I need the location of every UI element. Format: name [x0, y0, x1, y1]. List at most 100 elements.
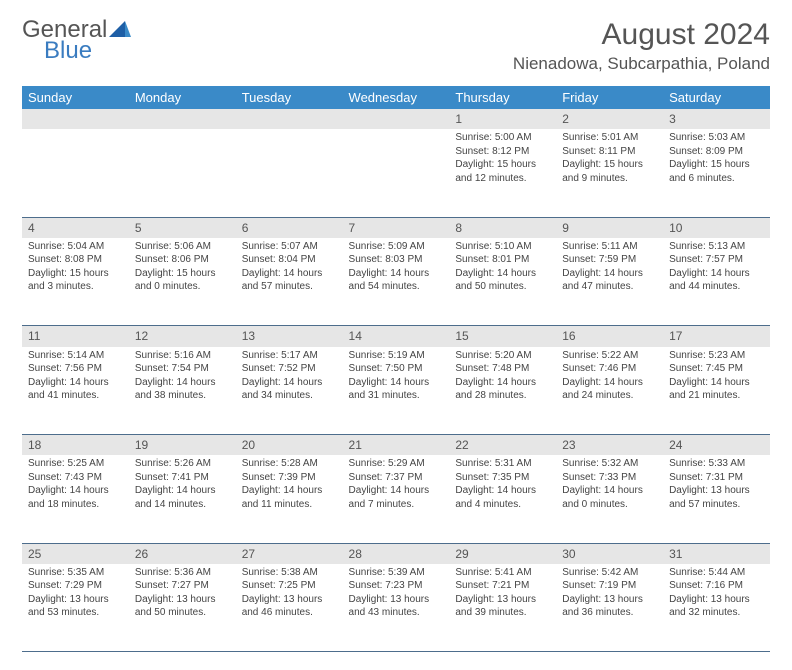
day-cell-body: Sunrise: 5:31 AMSunset: 7:35 PMDaylight:…: [449, 455, 556, 517]
sunset-text: Sunset: 7:54 PM: [135, 362, 230, 376]
day1-text: Daylight: 13 hours: [135, 593, 230, 607]
sunrise-text: Sunrise: 5:25 AM: [28, 457, 123, 471]
week-row: Sunrise: 5:25 AMSunset: 7:43 PM Daylight:…: [22, 455, 770, 543]
sunrise-text: Sunrise: 5:03 AM: [669, 131, 764, 145]
day-number: 23: [556, 435, 663, 456]
day-cell: Sunrise: 5:39 AMSunset: 7:23 PMDaylight:…: [343, 564, 450, 652]
day-cell: Sunrise: 5:14 AMSunset: 7:56 PMDaylight:…: [22, 347, 129, 435]
day-cell: Sunrise: 5:20 AMSunset: 7:48 PMDaylight:…: [449, 347, 556, 435]
day1-text: Daylight: 14 hours: [135, 484, 230, 498]
day-cell-body: Sunrise: 5:04 AMSunset: 8:08 PMDaylight:…: [22, 238, 129, 300]
day2-text: and 7 minutes.: [349, 498, 444, 512]
day1-text: Daylight: 14 hours: [562, 376, 657, 390]
sunset-text: Sunset: 8:09 PM: [669, 145, 764, 159]
day2-text: and 32 minutes.: [669, 606, 764, 620]
day-cell: Sunrise: 5:23 AMSunset: 7:45 PMDaylight:…: [663, 347, 770, 435]
day2-text: and 34 minutes.: [242, 389, 337, 403]
day2-text: and 18 minutes.: [28, 498, 123, 512]
day-cell: Sunrise: 5:11 AMSunset: 7:59 PMDaylight:…: [556, 238, 663, 326]
sunset-text: Sunset: 7:45 PM: [669, 362, 764, 376]
sunrise-text: Sunrise: 5:28 AM: [242, 457, 337, 471]
day-cell-body: Sunrise: 5:16 AMSunset: 7:54 PMDaylight:…: [129, 347, 236, 409]
location-label: Nienadowa, Subcarpathia, Poland: [513, 54, 770, 74]
weekday-header: Saturday: [663, 86, 770, 109]
day-cell-body: Sunrise: 5:00 AMSunset: 8:12 PMDaylight:…: [449, 129, 556, 191]
day2-text: and 9 minutes.: [562, 172, 657, 186]
day-cell-body: Sunrise: 5:14 AMSunset: 7:56 PMDaylight:…: [22, 347, 129, 409]
sunset-text: Sunset: 7:57 PM: [669, 253, 764, 267]
day-number: [236, 109, 343, 129]
daynum-row: 45678910: [22, 217, 770, 238]
day-number: 16: [556, 326, 663, 347]
day-number: 28: [343, 543, 450, 564]
day2-text: and 57 minutes.: [242, 280, 337, 294]
day2-text: and 38 minutes.: [135, 389, 230, 403]
day-number: 6: [236, 217, 343, 238]
day-cell-body: Sunrise: 5:19 AMSunset: 7:50 PMDaylight:…: [343, 347, 450, 409]
day-number: 14: [343, 326, 450, 347]
day2-text: and 46 minutes.: [242, 606, 337, 620]
day-cell-body: Sunrise: 5:03 AMSunset: 8:09 PMDaylight:…: [663, 129, 770, 191]
sunrise-text: Sunrise: 5:42 AM: [562, 566, 657, 580]
day-number: 15: [449, 326, 556, 347]
day-cell: Sunrise: 5:31 AMSunset: 7:35 PMDaylight:…: [449, 455, 556, 543]
week-row: Sunrise: 5:14 AMSunset: 7:56 PMDaylight:…: [22, 347, 770, 435]
sunset-text: Sunset: 8:11 PM: [562, 145, 657, 159]
day1-text: Daylight: 13 hours: [455, 593, 550, 607]
day2-text: and 39 minutes.: [455, 606, 550, 620]
sunrise-text: Sunrise: 5:35 AM: [28, 566, 123, 580]
day1-text: Daylight: 14 hours: [455, 376, 550, 390]
day-cell-body: Sunrise: 5:23 AMSunset: 7:45 PMDaylight:…: [663, 347, 770, 409]
day-cell: Sunrise: 5:32 AMSunset: 7:33 PMDaylight:…: [556, 455, 663, 543]
sunrise-text: Sunrise: 5:32 AM: [562, 457, 657, 471]
day2-text: and 28 minutes.: [455, 389, 550, 403]
day2-text: and 6 minutes.: [669, 172, 764, 186]
day-number: 20: [236, 435, 343, 456]
day-number: 25: [22, 543, 129, 564]
sunset-text: Sunset: 7:25 PM: [242, 579, 337, 593]
sunrise-text: Sunrise: 5:10 AM: [455, 240, 550, 254]
day1-text: Daylight: 15 hours: [562, 158, 657, 172]
day1-text: Daylight: 15 hours: [135, 267, 230, 281]
day2-text: and 14 minutes.: [135, 498, 230, 512]
day1-text: Daylight: 14 hours: [349, 267, 444, 281]
day-number: 1: [449, 109, 556, 129]
day-number: [22, 109, 129, 129]
daynum-row: 25262728293031: [22, 543, 770, 564]
sunset-text: Sunset: 7:19 PM: [562, 579, 657, 593]
sunset-text: Sunset: 7:48 PM: [455, 362, 550, 376]
day-number: 7: [343, 217, 450, 238]
sunset-text: Sunset: 7:27 PM: [135, 579, 230, 593]
day-cell-body: Sunrise: 5:11 AMSunset: 7:59 PMDaylight:…: [556, 238, 663, 300]
day-cell: [236, 129, 343, 217]
day-cell: Sunrise: 5:42 AMSunset: 7:19 PMDaylight:…: [556, 564, 663, 652]
sunrise-text: Sunrise: 5:17 AM: [242, 349, 337, 363]
sunrise-text: Sunrise: 5:11 AM: [562, 240, 657, 254]
week-row: Sunrise: 5:35 AMSunset: 7:29 PMDaylight:…: [22, 564, 770, 652]
day-cell-body: Sunrise: 5:35 AMSunset: 7:29 PMDaylight:…: [22, 564, 129, 626]
sunrise-text: Sunrise: 5:06 AM: [135, 240, 230, 254]
day1-text: Daylight: 14 hours: [669, 267, 764, 281]
sunset-text: Sunset: 7:43 PM: [28, 471, 123, 485]
sunrise-text: Sunrise: 5:23 AM: [669, 349, 764, 363]
day-cell-body: Sunrise: 5:29 AMSunset: 7:37 PMDaylight:…: [343, 455, 450, 517]
sunrise-text: Sunrise: 5:13 AM: [669, 240, 764, 254]
sunrise-text: Sunrise: 5:09 AM: [349, 240, 444, 254]
day1-text: Daylight: 14 hours: [455, 267, 550, 281]
day-number: 24: [663, 435, 770, 456]
day-cell: [22, 129, 129, 217]
sunset-text: Sunset: 8:01 PM: [455, 253, 550, 267]
calendar-table: Sunday Monday Tuesday Wednesday Thursday…: [22, 86, 770, 652]
brand-logo: General Blue: [22, 18, 131, 63]
day-cell: Sunrise: 5:10 AMSunset: 8:01 PMDaylight:…: [449, 238, 556, 326]
sunrise-text: Sunrise: 5:39 AM: [349, 566, 444, 580]
sunset-text: Sunset: 7:31 PM: [669, 471, 764, 485]
day1-text: Daylight: 13 hours: [242, 593, 337, 607]
day-number: 2: [556, 109, 663, 129]
day-cell-body: Sunrise: 5:07 AMSunset: 8:04 PMDaylight:…: [236, 238, 343, 300]
day2-text: and 57 minutes.: [669, 498, 764, 512]
weekday-header-row: Sunday Monday Tuesday Wednesday Thursday…: [22, 86, 770, 109]
day-cell: Sunrise: 5:04 AMSunset: 8:08 PMDaylight:…: [22, 238, 129, 326]
logo-sail-icon: [109, 18, 131, 42]
day1-text: Daylight: 14 hours: [455, 484, 550, 498]
